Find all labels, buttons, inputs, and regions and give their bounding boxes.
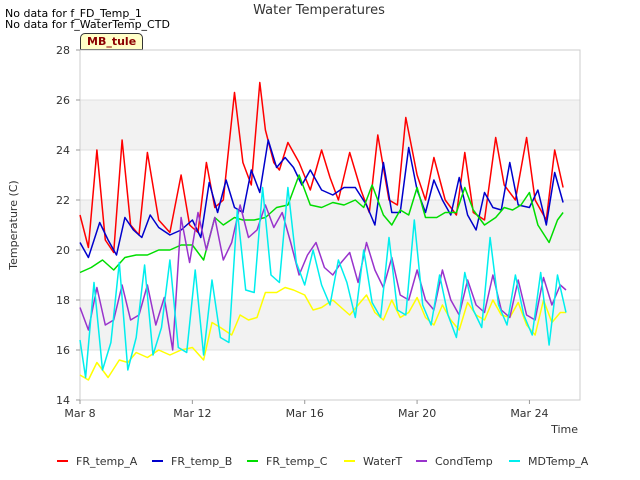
series-line-watert [79,286,566,381]
x-tick-label: Mar 8 [64,407,95,420]
series-line-fr-temp-c [79,174,564,274]
y-tick-label: 22 [56,194,70,207]
legend-label: FR_temp_C [266,455,328,468]
series-line-mdtemp-a [79,186,567,379]
x-tick-label: Mar 12 [173,407,211,420]
y-tick-label: 28 [56,44,70,57]
x-axis: Mar 8 Mar 12 Mar 16 Mar 20 Mar 24 [64,400,549,420]
x-tick-label: Mar 20 [398,407,436,420]
site-label-badge: MB_tule [80,33,144,50]
y-axis: 14 16 18 20 22 24 26 28 [56,44,80,407]
y-tick-label: 26 [56,94,70,107]
y-tick-label: 24 [56,144,70,157]
y-tick-label: 20 [56,244,70,257]
x-tick-label: Mar 16 [286,407,324,420]
no-data-notice-2: No data for f_WaterTemp_CTD [5,18,170,31]
chart-title: Water Temperatures [253,3,385,18]
legend: FR_temp_A FR_temp_B FR_temp_C WaterT CondTem… [57,455,589,468]
y-tick-label: 18 [56,294,70,307]
plot-frame [79,49,581,401]
legend-label: FR_temp_A [76,455,138,468]
legend-label: FR_temp_B [171,455,232,468]
series-layer [79,81,567,381]
x-axis-label: Time [550,423,578,436]
x-tick-label: Mar 24 [510,407,548,420]
no-data-notice-1: No data for f_FD_Temp_1 [5,7,142,20]
legend-label: MDTemp_A [528,455,589,468]
y-tick-label: 14 [56,394,70,407]
grid-band [80,300,580,350]
series-line-fr-temp-b [79,139,564,259]
legend-label: WaterT [363,455,403,468]
grid-band [80,100,580,150]
y-tick-label: 16 [56,344,70,357]
legend-label: CondTemp [435,455,493,468]
y-axis-label: Temperature (C) [7,180,20,270]
series-line-condtemp [79,204,567,351]
grid-bands [80,49,580,401]
